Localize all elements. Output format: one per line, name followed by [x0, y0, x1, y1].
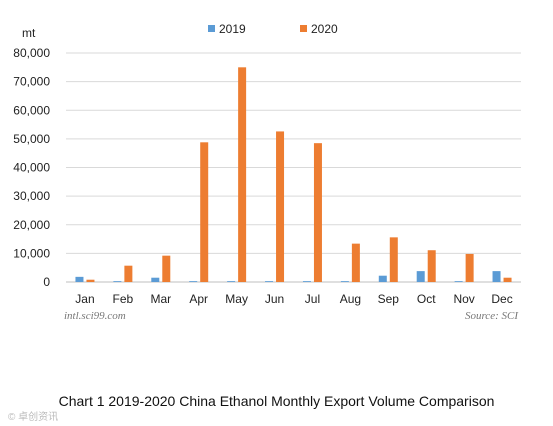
bar-2020-aug [351, 243, 360, 282]
bar-2020-nov [465, 253, 474, 282]
x-tick-label: Apr [189, 292, 208, 306]
x-tick-label: Jun [265, 292, 284, 306]
chart-caption: Chart 1 2019-2020 China Ethanol Monthly … [58, 393, 495, 409]
x-tick-label: Dec [491, 292, 512, 306]
bar-2019-jan [75, 276, 84, 282]
x-tick-label: Jul [305, 292, 320, 306]
x-tick-label: Sep [378, 292, 400, 306]
bar-2020-dec [503, 277, 512, 282]
bar-2020-jun [276, 131, 285, 282]
legend-swatch-2019 [208, 25, 215, 32]
bar-2019-oct [416, 271, 425, 282]
bar-2019-jul [302, 281, 311, 282]
legend: 2019 2020 [208, 22, 338, 36]
bar-2020-sep [389, 237, 398, 282]
y-tick-label: 50,000 [13, 132, 50, 146]
legend-label-2019: 2019 [219, 22, 246, 36]
credit-watermark: © 卓创资讯 [8, 412, 59, 423]
bar-2020-feb [124, 265, 133, 282]
bar-2020-oct [427, 250, 436, 282]
bar-2019-aug [340, 281, 349, 282]
y-tick-label: 40,000 [13, 161, 50, 175]
source-note: Source: SCI [465, 310, 519, 322]
legend-label-2020: 2020 [311, 22, 338, 36]
x-tick-label: Mar [150, 292, 171, 306]
bar-2020-may [238, 67, 247, 282]
y-axis-unit: mt [22, 26, 36, 40]
chart: 0 10,000 20,000 30,000 40,000 50,000 60,000 70,… [13, 22, 521, 322]
y-tick-label: 20,000 [13, 218, 50, 232]
bar-2019-jun [265, 281, 274, 282]
bar-2019-mar [151, 277, 160, 282]
bars [75, 67, 512, 282]
watermark-site: intl.sci99.com [64, 310, 126, 322]
bar-2020-apr [200, 142, 209, 282]
y-tick-label: 80,000 [13, 46, 50, 60]
bar-2020-jan [86, 279, 95, 282]
bar-2019-sep [378, 275, 387, 282]
x-tick-label: Aug [340, 292, 361, 306]
bar-2019-apr [189, 281, 198, 282]
x-tick-label: Jan [75, 292, 94, 306]
y-tick-label: 30,000 [13, 189, 50, 203]
bar-2019-nov [454, 281, 463, 282]
x-axis-ticks: Jan Feb Mar Apr May Jun Jul Aug Sep Oct Nov Dec [75, 292, 512, 306]
y-tick-label: 70,000 [13, 75, 50, 89]
bar-2020-jul [313, 143, 322, 282]
x-tick-label: Oct [417, 292, 436, 306]
y-tick-label: 60,000 [13, 103, 50, 117]
legend-swatch-2020 [300, 25, 307, 32]
bar-2020-mar [162, 255, 171, 282]
bar-2019-dec [492, 271, 501, 282]
y-tick-label: 0 [43, 275, 50, 289]
gridlines [66, 52, 521, 283]
y-tick-label: 10,000 [13, 246, 50, 260]
bar-2019-may [227, 281, 236, 282]
x-tick-label: Feb [113, 292, 134, 306]
x-tick-label: Nov [453, 292, 474, 306]
bar-2019-feb [113, 281, 122, 282]
y-axis-ticks: 0 10,000 20,000 30,000 40,000 50,000 60,000 70,… [13, 46, 50, 289]
x-tick-label: May [225, 292, 248, 306]
